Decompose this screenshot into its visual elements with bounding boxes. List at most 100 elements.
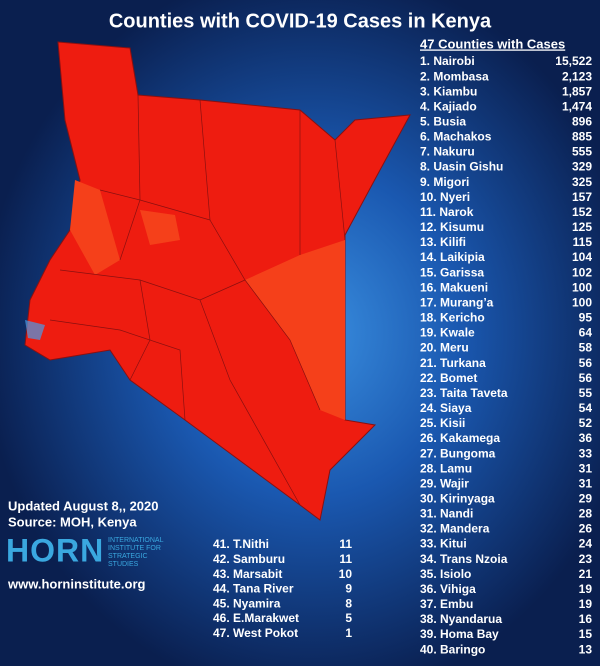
county-border	[334, 139, 346, 241]
county-cases: 10	[339, 567, 353, 581]
county-name: 11. Narok	[420, 205, 474, 219]
county-name: 35. Isiolo	[420, 567, 471, 581]
county-name: 20. Meru	[420, 341, 469, 355]
county-cases: 325	[572, 175, 592, 189]
county-cases: 19	[579, 597, 593, 611]
county-cases: 36	[579, 431, 593, 445]
county-cases: 125	[572, 220, 592, 234]
county-name: 43. Marsabit	[213, 567, 282, 581]
county-cases: 1,857	[562, 84, 592, 98]
county-cases: 28	[579, 507, 593, 521]
county-cases: 100	[572, 280, 592, 294]
county-name: 46. E.Marakwet	[213, 611, 299, 625]
county-name: 42. Samburu	[213, 552, 285, 566]
county-name: 28. Lamu	[420, 461, 472, 475]
county-cases: 13	[579, 642, 593, 656]
logo-tagline: STUDIES	[108, 561, 139, 568]
county-name: 36. Vihiga	[420, 582, 476, 596]
county-cases: 11	[339, 552, 352, 566]
county-name: 22. Bomet	[420, 371, 477, 385]
county-border	[129, 279, 151, 381]
county-border	[99, 189, 211, 221]
county-fill	[70, 180, 120, 275]
source: Source: MOH, Kenya	[8, 514, 137, 529]
county-name: 7. Nakuru	[420, 145, 475, 159]
county-cases: 329	[572, 160, 592, 174]
county-cases: 555	[572, 145, 592, 159]
county-cases: 157	[572, 190, 592, 204]
county-border	[199, 299, 301, 506]
county-cases: 104	[572, 250, 592, 264]
county-cases: 15	[579, 627, 593, 641]
county-cases: 19	[579, 582, 593, 596]
county-cases: 56	[579, 371, 593, 385]
county-cases: 100	[572, 295, 592, 309]
county-cases: 29	[579, 491, 593, 505]
county-name: 45. Nyamira	[213, 596, 281, 610]
logo-tagline: INTERNATIONAL	[108, 537, 164, 544]
county-cases: 31	[579, 461, 593, 475]
county-name: 8. Uasin Gishu	[420, 160, 503, 174]
county-name: 9. Migori	[420, 175, 469, 189]
county-name: 15. Garissa	[420, 265, 484, 279]
county-name: 33. Kitui	[420, 537, 467, 551]
county-name: 31. Nandi	[420, 507, 473, 521]
county-cases: 64	[579, 326, 593, 340]
county-name: 12. Kisumu	[420, 220, 484, 234]
county-name: 13. Kilifi	[420, 235, 466, 249]
county-fill	[140, 210, 180, 245]
county-cases: 5	[345, 611, 352, 625]
county-cases: 56	[579, 356, 593, 370]
county-cases: 52	[579, 416, 593, 430]
list-heading: 47 Counties with Cases	[420, 36, 565, 51]
website: www.horninstitute.org	[7, 576, 146, 591]
county-cases: 102	[572, 265, 592, 279]
county-name: 40. Baringo	[420, 642, 485, 656]
county-name: 30. Kirinyaga	[420, 491, 495, 505]
county-cases: 8	[345, 596, 352, 610]
county-name: 4. Kajiado	[420, 99, 477, 113]
county-name: 27. Bungoma	[420, 446, 496, 460]
county-name: 3. Kiambu	[420, 84, 477, 98]
county-name: 10. Nyeri	[420, 190, 470, 204]
county-name: 26. Kakamega	[420, 431, 500, 445]
county-cases: 54	[579, 401, 593, 415]
updated: Updated August 8,, 2020	[8, 498, 159, 513]
county-cases: 26	[579, 522, 593, 536]
kenya-map	[24, 41, 411, 521]
county-name: 2. Mombasa	[420, 69, 489, 83]
county-name: 19. Kwale	[420, 326, 475, 340]
county-cases: 21	[579, 567, 593, 581]
county-cases: 31	[579, 476, 593, 490]
county-name: 47. West Pokot	[213, 626, 298, 640]
county-cases: 115	[573, 235, 593, 249]
county-name: 25. Kisii	[420, 416, 465, 430]
county-name: 44. Tana River	[213, 582, 294, 596]
county-name: 41. T.Nithi	[213, 537, 269, 551]
county-cases: 55	[579, 386, 593, 400]
county-name: 6. Machakos	[420, 130, 492, 144]
county-cases: 2,123	[562, 69, 592, 83]
lake	[25, 320, 45, 340]
title: Counties with COVID-19 Cases in Kenya	[109, 10, 492, 32]
county-cases: 9	[345, 582, 352, 596]
county-cases: 58	[579, 341, 593, 355]
county-name: 37. Embu	[420, 597, 473, 611]
county-fill	[245, 240, 345, 420]
county-name: 38. Nyandarua	[420, 612, 502, 626]
county-name: 14. Laikipia	[420, 250, 485, 264]
logo-tagline: INSTITUTE FOR	[108, 545, 161, 552]
county-cases: 885	[572, 130, 592, 144]
county-cases: 24	[579, 537, 593, 551]
county-cases: 95	[579, 311, 593, 325]
county-cases: 1,474	[562, 99, 592, 113]
county-name: 39. Homa Bay	[420, 627, 499, 641]
county-cases: 16	[579, 612, 593, 626]
county-name: 18. Kericho	[420, 311, 485, 325]
county-cases: 23	[579, 552, 593, 566]
county-name: 5. Busia	[420, 114, 466, 128]
county-name: 16. Makueni	[420, 280, 488, 294]
county-name: 21. Turkana	[420, 356, 486, 370]
